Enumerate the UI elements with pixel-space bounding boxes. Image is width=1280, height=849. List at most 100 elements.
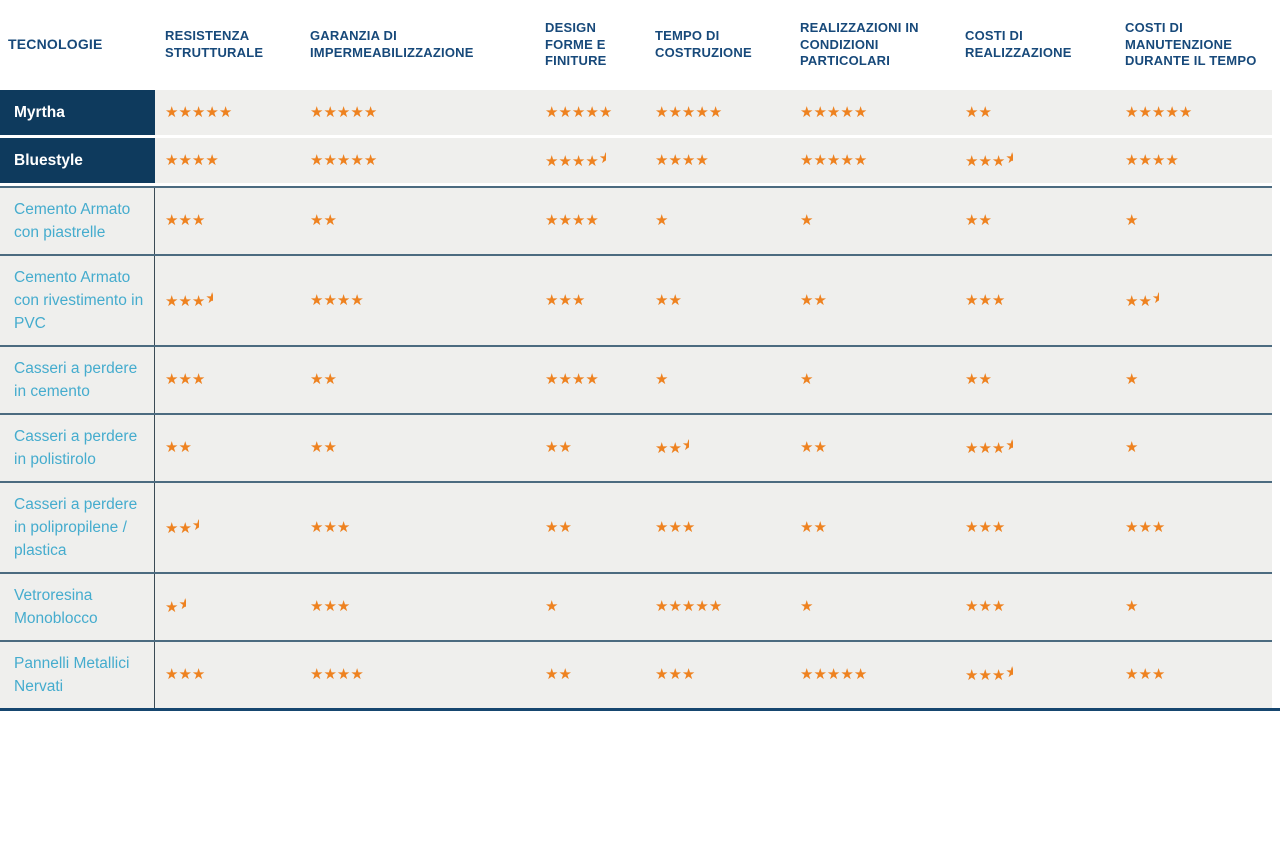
star-icon: ★ [840,665,854,683]
row-label: Casseri a perdere in polipropilene / pla… [0,483,155,572]
star-icon: ★ [1138,291,1152,310]
star-icon: ★ [165,518,179,537]
star-rating: ★★★ [1115,519,1272,537]
row-label: Casseri a perdere in polistirolo [0,415,155,481]
row-label: Casseri a perdere in cemento [0,347,155,413]
star-rating: ★★ [790,439,955,457]
star-icon: ★ [1125,291,1139,310]
star-icon: ★ [655,597,669,615]
star-icon: ★ [323,290,337,309]
star-icon: ★ [826,150,841,169]
column-header: TEMPO DI COSTRUZIONE [655,28,752,60]
star-rating: ★★★★★ [645,104,790,122]
star-icon: ★ [323,211,337,229]
column-header: COSTI DI MANUTENZIONE DURANTE IL TEMPO [1125,20,1257,69]
star-icon: ★ [695,102,709,121]
star-icon: ★ [668,102,682,121]
star-icon: ★ [668,439,682,457]
star-icon: ★ [800,102,814,121]
star-rating: ★★★★★ [1115,104,1272,122]
star-icon: ★ [571,211,586,229]
star-rating: ★★ [300,371,535,389]
star-rating: ★ [790,212,955,230]
star-rating: ★★★★★ [790,666,955,684]
star-icon: ★ [165,150,179,169]
star-icon: ★ [991,517,1006,536]
star-rating: ★★ [955,104,1115,122]
star-icon: ★ [323,102,337,121]
star-rating: ★★★★ [1115,152,1272,170]
star-icon: ★ [800,438,814,456]
table-body: Myrtha ★★★★★ ★★★★★ ★★★★★ ★★★★★ ★★★★★ ★★ ★★★★★ Bl… [0,90,1272,708]
star-icon: ★ [991,290,1006,309]
star-icon: ★ [165,211,179,229]
star-icon: ★ [1165,102,1179,121]
star-icon: ★ [978,517,992,536]
star-icon: ★ [853,665,868,683]
star-icon: ★ [695,597,709,615]
star-icon: ★ [965,211,979,229]
star-icon: ★ [800,150,814,169]
star-icon: ★ [1151,517,1166,536]
star-rating: ★★★★ [645,152,790,170]
star-icon: ★ [826,665,841,683]
star-icon: ★ [708,102,723,121]
table-row: Cemento Armato con piastrelle ★★★ ★★ ★★★★ ★ ★… [0,186,1272,254]
star-rating: ★★★★★ [535,104,645,122]
star-icon: ★ [668,150,682,169]
star-icon: ★ [545,102,559,121]
star-icon: ★ [708,597,723,615]
column-header: REALIZZAZIONI IN CONDIZIONI PARTICOLARI [800,20,919,69]
star-rating: ★ [1115,212,1272,230]
column-header: DESIGN FORME E FINITURE [545,20,607,69]
star-rating: ★★★★ [535,371,645,389]
star-icon: ★ [310,517,324,536]
star-icon: ★ [545,151,559,170]
star-icon: ★ [178,370,192,388]
star-icon: ★ [558,102,572,121]
star-icon: ★ [655,439,669,457]
star-icon: ★ [668,665,682,683]
star-icon: ★ [681,150,696,169]
star-rating: ★★★ [300,519,535,537]
star-icon: ★ [826,102,841,121]
star-icon: ★ [178,102,192,121]
star-icon: ★ [655,370,669,388]
star-icon: ★ [545,597,559,615]
star-icon: ★ [965,517,979,536]
star-icon: ★ [1151,150,1166,169]
star-icon: ★ [991,439,1006,457]
star-rating: ★★★ [645,666,790,684]
star-icon: ★ [655,290,669,309]
table-row: Myrtha ★★★★★ ★★★★★ ★★★★★ ★★★★★ ★★★★★ ★★ ★★★★★ [0,90,1272,135]
column-header: TECNOLOGIE [8,36,103,53]
star-rating: ★ [535,598,645,616]
star-icon: ★ [813,150,827,169]
half-star-icon: ★ [1005,665,1013,680]
star-icon: ★ [310,102,324,121]
star-icon: ★ [545,370,559,388]
star-rating: ★ [1115,371,1272,389]
star-icon: ★ [1125,102,1139,121]
star-icon: ★ [1125,517,1139,536]
star-icon: ★ [800,665,814,683]
star-icon: ★ [350,102,364,121]
column-header: RESISTENZA STRUTTURALE [165,28,264,60]
star-icon: ★ [191,370,206,388]
star-icon: ★ [853,102,868,121]
star-icon: ★ [681,665,696,683]
star-rating: ★★★ [155,518,300,538]
star-rating: ★★ [535,439,645,457]
star-icon: ★ [853,150,868,169]
star-rating: ★★★★★ [790,104,955,122]
star-icon: ★ [965,370,979,388]
star-icon: ★ [681,597,696,615]
star-icon: ★ [336,102,351,121]
star-icon: ★ [800,370,814,388]
star-rating: ★★ [155,597,300,617]
star-icon: ★ [965,439,979,457]
star-icon: ★ [165,291,179,310]
star-rating: ★★★ [155,212,300,230]
star-icon: ★ [350,665,364,683]
star-icon: ★ [323,370,337,388]
